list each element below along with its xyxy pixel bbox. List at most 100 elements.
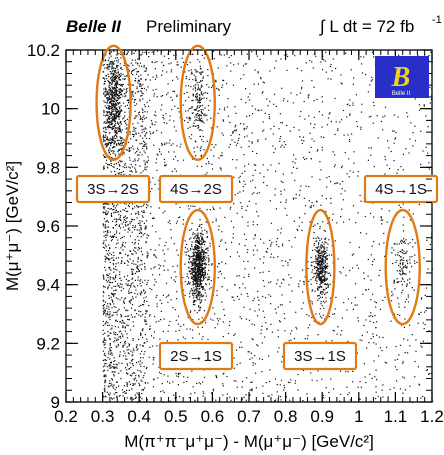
scatter-point [337, 129, 339, 132]
scatter-point [187, 250, 189, 252]
scatter-point [136, 206, 138, 208]
scatter-point [146, 310, 148, 312]
scatter-point [321, 296, 323, 298]
scatter-point [194, 247, 197, 249]
scatter-point [102, 134, 105, 136]
scatter-point [275, 399, 277, 401]
scatter-point [419, 109, 421, 111]
scatter-point [115, 82, 117, 84]
scatter-point [211, 143, 213, 146]
scatter-point [222, 373, 224, 375]
scatter-point [110, 382, 112, 384]
scatter-point [201, 84, 203, 86]
scatter-point [428, 55, 430, 57]
scatter-point [113, 218, 116, 220]
scatter-point [228, 56, 230, 59]
scatter-point [106, 219, 108, 221]
scatter-point [125, 122, 127, 124]
scatter-point [140, 229, 142, 231]
scatter-point [192, 270, 195, 272]
scatter-point [151, 225, 153, 227]
scatter-point [103, 166, 105, 168]
scatter-point [111, 107, 113, 109]
scatter-point [114, 340, 116, 342]
scatter-point [263, 285, 265, 287]
scatter-point [121, 129, 124, 131]
scatter-point [105, 114, 107, 116]
scatter-point [197, 274, 199, 276]
scatter-point [124, 120, 127, 122]
scatter-point [118, 153, 120, 155]
scatter-point [162, 330, 164, 332]
scatter-point [129, 292, 131, 294]
scatter-point [127, 315, 130, 317]
scatter-point [204, 299, 206, 301]
scatter-point [428, 330, 430, 332]
scatter-point [193, 262, 195, 264]
scatter-point [254, 310, 256, 312]
scatter-point [332, 329, 334, 331]
scatter-point [129, 170, 131, 172]
scatter-point [112, 63, 114, 65]
scatter-point [103, 304, 105, 306]
scatter-point [125, 92, 127, 94]
scatter-point [188, 136, 190, 138]
scatter-point [233, 226, 235, 228]
scatter-point [116, 311, 118, 313]
scatter-point [222, 119, 224, 121]
scatter-point [121, 171, 123, 173]
scatter-point [111, 354, 113, 356]
scatter-point [196, 270, 198, 272]
scatter-point [105, 129, 107, 131]
scatter-point [170, 299, 172, 301]
scatter-point [146, 234, 148, 236]
scatter-point [201, 86, 203, 88]
scatter-point [113, 294, 115, 296]
scatter-point [391, 300, 393, 302]
scatter-point [111, 127, 113, 129]
scatter-point [113, 113, 115, 115]
scatter-point [198, 97, 200, 99]
scatter-point [230, 55, 232, 57]
scatter-point [117, 151, 119, 153]
scatter-point [104, 82, 106, 84]
scatter-point [135, 68, 137, 70]
scatter-point [134, 158, 136, 160]
scatter-point [320, 61, 322, 63]
scatter-point [370, 154, 372, 156]
scatter-point [105, 375, 107, 377]
scatter-point [120, 262, 122, 264]
scatter-point [177, 339, 179, 341]
scatter-point [188, 78, 190, 81]
scatter-point [166, 94, 168, 96]
scatter-point [117, 122, 119, 124]
scatter-point [109, 362, 112, 364]
scatter-point [175, 130, 177, 132]
scatter-point [285, 201, 287, 203]
scatter-point [143, 375, 145, 377]
scatter-point [228, 324, 230, 326]
scatter-point [337, 128, 339, 130]
scatter-point [122, 73, 124, 76]
scatter-point [196, 269, 199, 271]
scatter-point [163, 391, 165, 394]
scatter-point [194, 274, 196, 276]
scatter-point [347, 371, 349, 373]
scatter-point [200, 119, 202, 121]
scatter-point [199, 240, 201, 242]
scatter-point [380, 120, 383, 123]
scatter-point [133, 379, 135, 381]
scatter-point [337, 326, 339, 328]
scatter-point [137, 212, 139, 214]
scatter-point [213, 208, 215, 211]
scatter-point [115, 126, 117, 129]
scatter-point [126, 349, 128, 351]
scatter-point [131, 278, 133, 280]
scatter-point [129, 344, 131, 346]
scatter-point [290, 339, 292, 341]
scatter-point [199, 255, 201, 257]
scatter-point [121, 143, 123, 145]
scatter-point [370, 400, 372, 402]
scatter-point [372, 260, 374, 262]
scatter-point [277, 279, 279, 281]
